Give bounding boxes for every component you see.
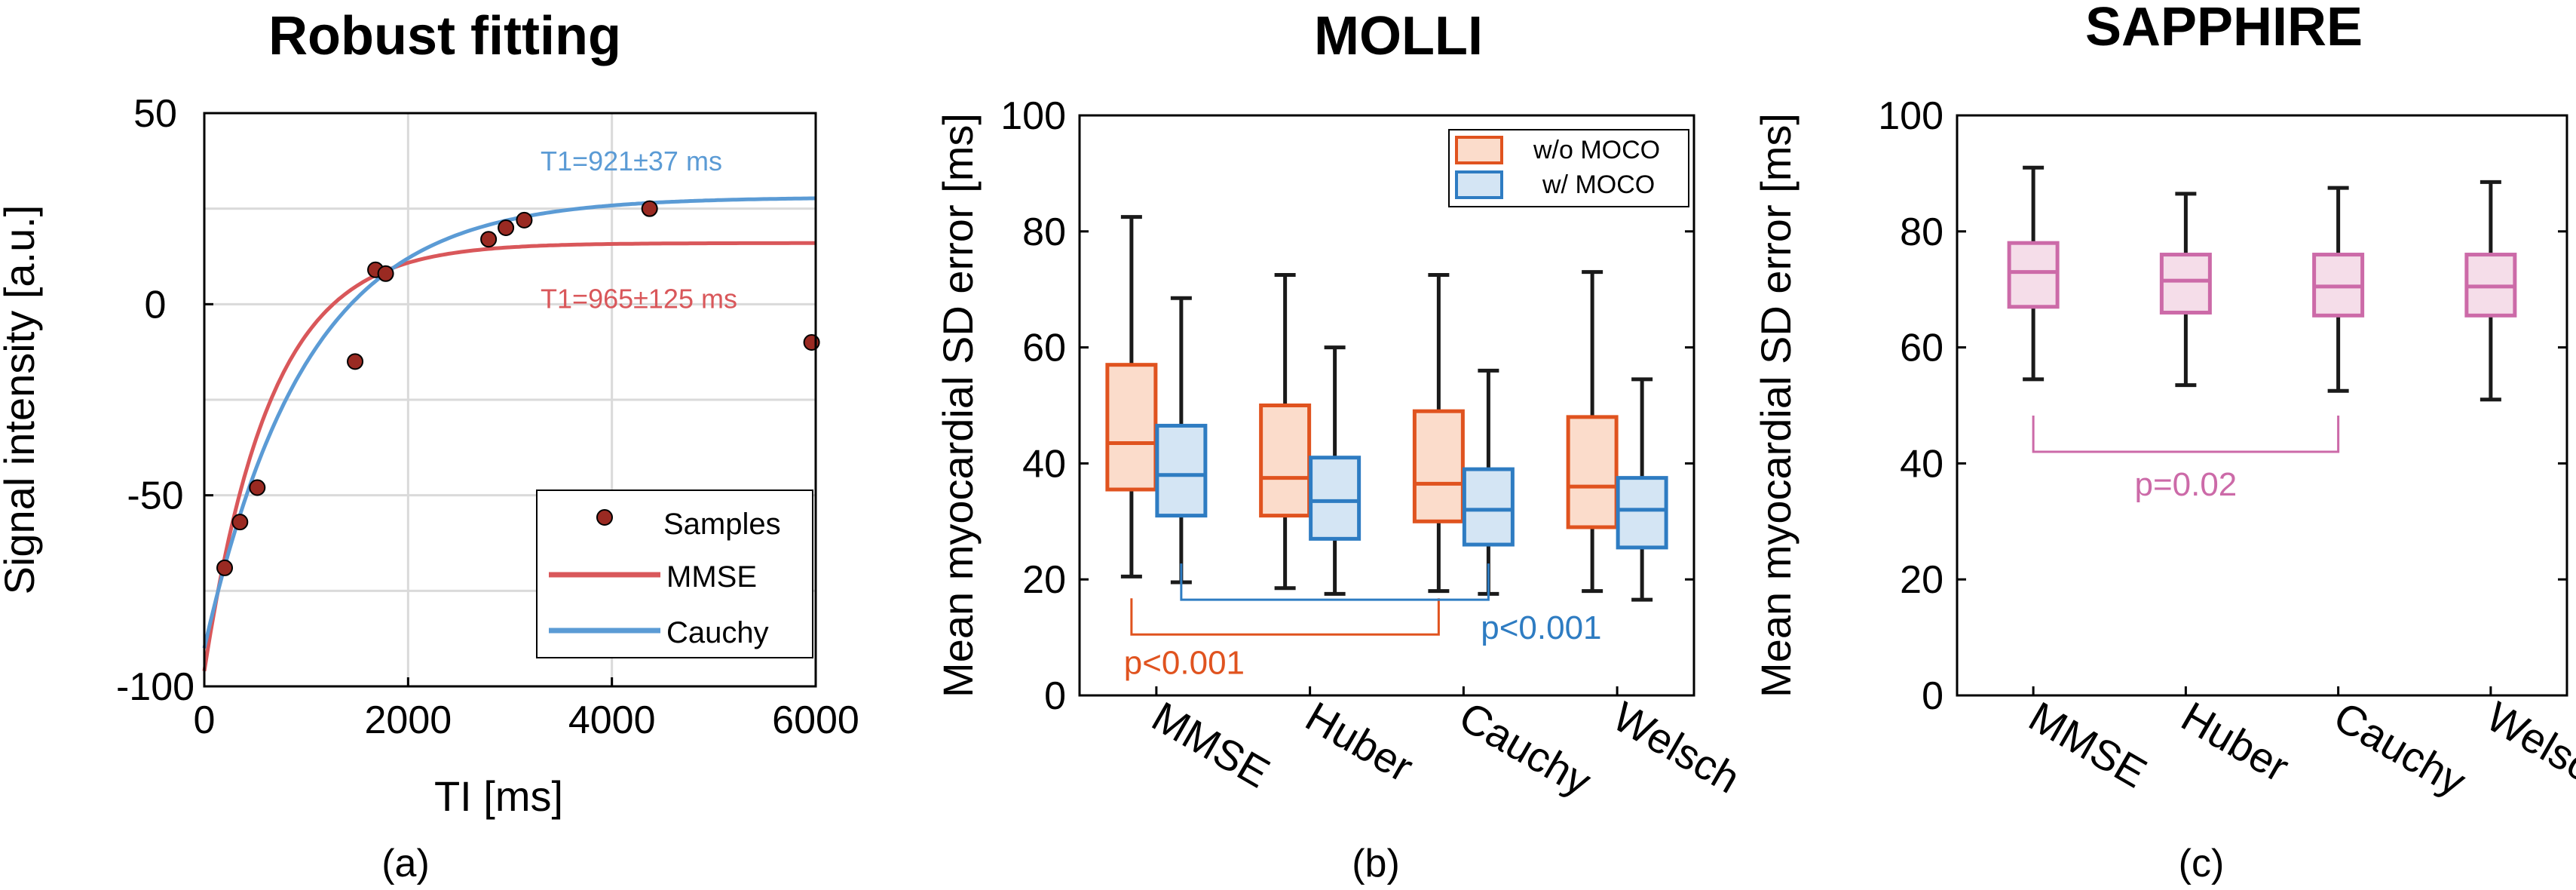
legend-cauchy-label: Cauchy	[666, 616, 769, 649]
box-iqr	[1616, 476, 1668, 550]
y-tick-label: 0	[1922, 674, 1943, 718]
box-iqr	[1412, 409, 1465, 523]
legend-label-wo-moco: w/o MOCO	[1533, 136, 1660, 164]
x-tick-label: 4000	[568, 698, 656, 742]
sample-point	[803, 334, 820, 351]
fit-annotation: T1=965±125 ms	[541, 283, 737, 314]
legend-swatch-wo-moco	[1455, 136, 1503, 164]
box-iqr	[1462, 467, 1515, 547]
y-axis-label: Signal intensity [a.u.]	[0, 205, 43, 595]
y-tick-label: 40	[1900, 442, 1943, 486]
category-label: MMSE	[1144, 692, 1278, 797]
panel-c-caption: (c)	[2179, 842, 2225, 885]
fit-annotation: T1=921±37 ms	[541, 146, 722, 176]
panel-a-title: Robust fitting	[268, 6, 621, 66]
box-iqr	[2007, 241, 2060, 309]
sample-point	[216, 559, 234, 576]
x-tick-label: 6000	[772, 698, 859, 742]
category-label: Cauchy	[2326, 692, 2474, 805]
robust-fitting-chart: T1=921±37 ms T1=965±125 ms 0 2000 4000 6000 -1…	[0, 92, 859, 820]
molli-box-chart: 0 20 40 60 80 100 MMSE Huber Cauchy Welsch Mean my…	[934, 94, 1748, 805]
fit-curve-mmse	[202, 241, 816, 672]
panel-b-caption: (b)	[1352, 842, 1400, 885]
panel-a-caption: (a)	[381, 842, 430, 885]
category-label: Welsch	[1605, 692, 1748, 803]
legend-swatch-w-moco	[1455, 170, 1503, 199]
significance-label: p=0.02	[2134, 466, 2237, 503]
box-iqr	[1259, 404, 1312, 518]
box-iqr	[2159, 253, 2212, 315]
y-tick-label: -50	[127, 474, 183, 518]
category-label: Cauchy	[1451, 692, 1599, 805]
y-axis-label: Mean myocardial SD error [ms]	[934, 113, 982, 698]
y-tick-label: 40	[1022, 442, 1066, 486]
sample-point	[347, 353, 364, 370]
legend-samples-label: Samples	[663, 508, 781, 541]
y-tick-label: 20	[1900, 558, 1943, 602]
y-tick-label: 50	[133, 92, 177, 136]
panel-c-title: SAPPHIRE	[2085, 0, 2363, 57]
y-tick-label: 100	[1000, 94, 1066, 138]
x-axis-label: TI [ms]	[434, 772, 563, 820]
sample-point	[498, 219, 515, 236]
sample-point	[480, 231, 498, 248]
panel-b-title: MOLLI	[1314, 6, 1483, 66]
significance-label: p<0.001	[1124, 644, 1245, 681]
category-label: Welsch	[2479, 692, 2576, 803]
legend-label-w-moco: w/ MOCO	[1542, 170, 1655, 199]
box-iqr	[1105, 363, 1158, 492]
box-iqr	[1155, 423, 1208, 518]
y-tick-label: 100	[1878, 94, 1943, 138]
significance-bracket	[1180, 563, 1490, 601]
y-tick-label: 0	[145, 283, 167, 327]
sapphire-box-chart: 0 20 40 60 80 100 MMSE Huber Cauchy Welsch Mean my…	[1752, 94, 2576, 805]
y-tick-label: 60	[1900, 327, 1943, 370]
y-tick-label: 80	[1022, 210, 1066, 254]
x-tick-label: 0	[194, 698, 216, 742]
box-iqr	[1566, 415, 1619, 529]
legend-mmse-label: MMSE	[666, 560, 757, 594]
y-tick-label: 60	[1022, 327, 1066, 370]
y-tick-label: 80	[1900, 210, 1943, 254]
sample-point	[231, 514, 249, 531]
sample-point	[249, 479, 266, 496]
y-axis-label: Mean myocardial SD error [ms]	[1752, 113, 1800, 698]
plot-frame	[1078, 114, 1695, 697]
sample-point	[516, 211, 533, 229]
fit-curve-cauchy	[202, 196, 816, 649]
sample-point	[377, 265, 394, 282]
significance-label: p<0.001	[1481, 609, 1601, 646]
significance-bracket	[2032, 416, 2340, 453]
category-label: Huber	[2173, 692, 2297, 791]
y-tick-label: 20	[1022, 558, 1066, 602]
significance-bracket	[1130, 598, 1440, 636]
category-label: Huber	[1298, 692, 1422, 791]
sample-point	[641, 200, 658, 217]
plot-frame	[1956, 114, 2568, 697]
y-tick-label: -100	[116, 665, 195, 709]
y-tick-label: 0	[1044, 674, 1066, 718]
legend-samples-marker	[596, 509, 613, 526]
category-label: MMSE	[2021, 692, 2155, 797]
x-tick-label: 2000	[364, 698, 452, 742]
plot-frame	[203, 112, 817, 688]
box-iqr	[1309, 456, 1362, 541]
